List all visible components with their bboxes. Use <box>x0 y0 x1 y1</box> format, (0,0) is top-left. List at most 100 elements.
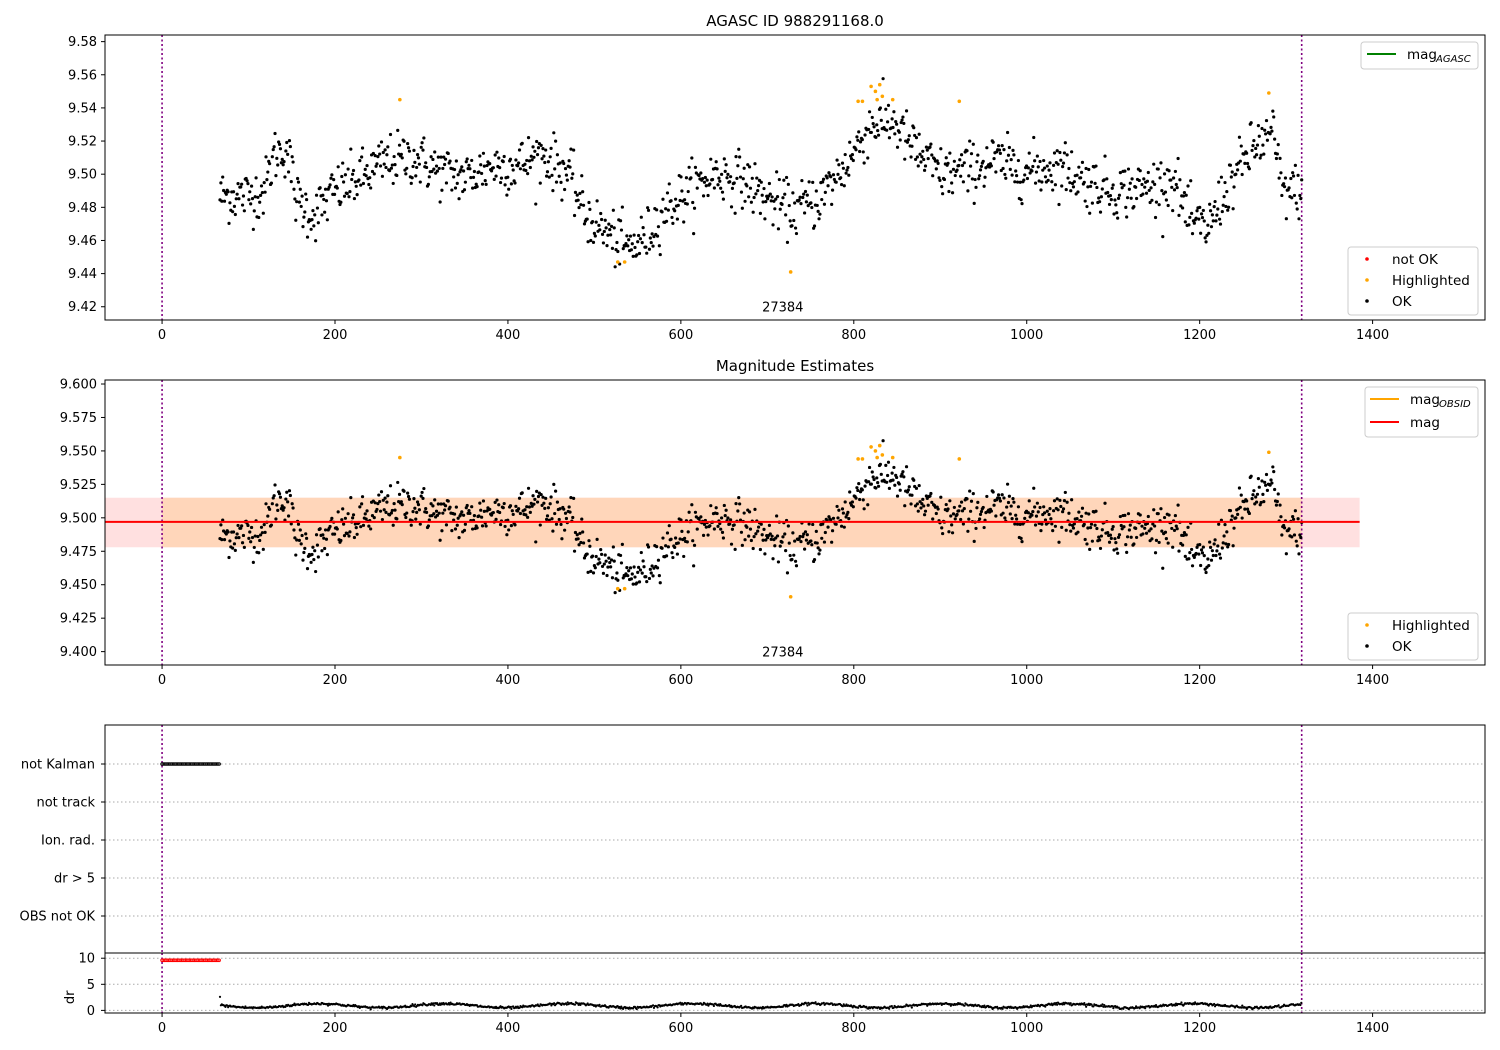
ok-point <box>631 582 635 586</box>
ok-point <box>817 552 821 556</box>
dr-point <box>1084 1003 1087 1006</box>
ok-point <box>1159 161 1163 165</box>
ok-point <box>839 182 844 187</box>
ok-point <box>778 544 782 548</box>
ok-point <box>557 174 561 178</box>
ok-point <box>431 504 435 508</box>
ok-point <box>1245 499 1249 503</box>
ok-point <box>891 125 895 130</box>
ok-point <box>249 540 253 544</box>
ok-point <box>498 522 503 527</box>
ok-point <box>608 227 612 232</box>
ok-point <box>268 507 272 511</box>
ok-point <box>680 189 684 193</box>
ok-point <box>699 515 703 519</box>
ok-point <box>822 540 827 544</box>
ok-point <box>551 189 555 193</box>
ok-point <box>968 164 973 168</box>
highlighted-point <box>880 94 885 99</box>
ok-point <box>816 209 820 213</box>
ok-point <box>484 182 488 186</box>
ok-point <box>675 217 679 221</box>
ok-point <box>335 186 339 190</box>
ok-point <box>228 539 232 543</box>
ok-point <box>426 182 430 186</box>
ok-point <box>704 184 708 188</box>
ok-point <box>786 524 790 528</box>
ok-point <box>697 173 701 178</box>
ok-point <box>716 524 720 528</box>
ok-point <box>720 516 724 520</box>
ok-point <box>1252 138 1256 143</box>
ok-point <box>577 205 581 210</box>
ok-point <box>952 159 956 163</box>
ok-point <box>1048 507 1052 511</box>
dr-axes-frame <box>104 952 1486 1014</box>
ok-point <box>284 497 288 501</box>
ok-point <box>906 138 910 142</box>
ok-point <box>919 506 923 510</box>
ok-point <box>514 504 518 508</box>
ok-point <box>683 198 687 202</box>
ok-point <box>378 164 383 168</box>
ok-point <box>227 221 231 225</box>
ok-point <box>728 180 732 184</box>
ok-point <box>974 526 978 531</box>
ok-point <box>268 162 272 166</box>
ok-point <box>580 174 584 178</box>
ok-point <box>644 245 648 249</box>
ok-point <box>542 501 546 505</box>
highlighted-point <box>880 453 885 457</box>
ok-point <box>606 233 610 237</box>
ok-point <box>869 130 873 135</box>
ok-point <box>390 508 394 513</box>
ok-point <box>944 502 948 507</box>
ok-point <box>283 175 287 179</box>
estimates-xtick-label: 0 <box>158 673 166 688</box>
ok-point <box>742 166 746 170</box>
ok-point <box>618 219 623 223</box>
ok-point <box>558 507 562 511</box>
ok-point <box>605 573 609 578</box>
ok-point <box>1153 215 1158 220</box>
ok-point <box>747 534 751 538</box>
ok-point <box>1259 153 1263 157</box>
ok-point <box>729 175 733 179</box>
ok-point <box>1242 152 1246 156</box>
ok-point <box>436 502 440 506</box>
ok-point <box>976 500 980 504</box>
ok-point <box>272 145 276 149</box>
ok-point <box>879 118 883 122</box>
ok-point <box>435 513 440 517</box>
ok-point <box>525 158 529 163</box>
ok-point <box>1045 509 1049 513</box>
ok-point <box>616 578 620 582</box>
ok-point <box>309 227 313 231</box>
ok-point <box>1220 546 1224 550</box>
ok-point <box>998 499 1002 503</box>
ok-point <box>871 475 875 479</box>
dr-point <box>983 1004 986 1007</box>
ok-point <box>297 200 301 204</box>
ok-point <box>1116 216 1120 220</box>
ok-point <box>480 524 485 528</box>
ok-point <box>464 160 468 164</box>
ok-point <box>652 234 656 239</box>
ok-point <box>721 536 726 540</box>
agasc-title: AGASC ID 988291168.0 <box>706 12 884 30</box>
ok-point <box>1009 504 1013 508</box>
ok-point <box>1093 523 1097 527</box>
ok-point <box>546 160 550 164</box>
ok-point <box>892 465 896 470</box>
ok-point <box>971 142 975 146</box>
ok-point <box>460 510 464 514</box>
agasc-xtick-label: 1400 <box>1356 328 1389 343</box>
ok-point <box>902 121 906 126</box>
ok-point <box>351 172 355 176</box>
dr-point <box>326 1002 329 1006</box>
ok-point <box>492 177 496 181</box>
ok-point <box>549 495 553 499</box>
ok-point <box>1015 180 1020 184</box>
ok-point <box>290 155 294 159</box>
ok-point <box>1119 182 1123 186</box>
